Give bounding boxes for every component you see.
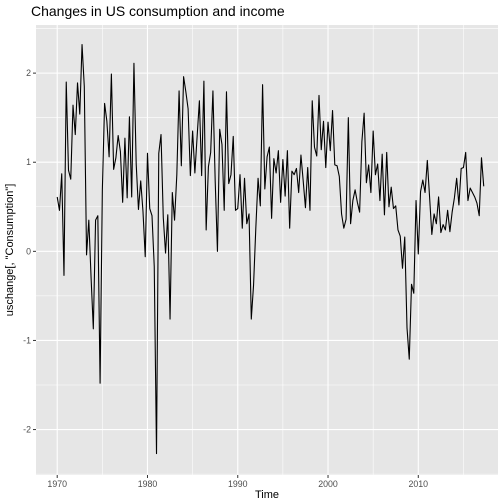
x-axis-title: Time bbox=[255, 489, 279, 501]
x-tick-label: 1980 bbox=[138, 479, 158, 489]
x-tick-label: 1970 bbox=[47, 479, 67, 489]
major-gridlines bbox=[36, 25, 498, 475]
y-tick-label: 1 bbox=[26, 157, 31, 167]
y-tick-label: -1 bbox=[23, 335, 31, 345]
chart-title: Changes in US consumption and income bbox=[31, 3, 285, 19]
y-tick-label: 2 bbox=[26, 68, 31, 78]
plot-panel bbox=[36, 25, 498, 475]
minor-gridlines bbox=[36, 25, 498, 475]
y-tick-label: 0 bbox=[26, 246, 31, 256]
x-tick-label: 1990 bbox=[228, 479, 248, 489]
y-axis-title: uschange[, "Consumption"] bbox=[4, 184, 16, 317]
consumption-series-line bbox=[56, 44, 485, 455]
x-tick-label: 2000 bbox=[318, 479, 338, 489]
y-tick-label: -2 bbox=[23, 425, 31, 435]
x-tick-label: 2010 bbox=[409, 479, 429, 489]
x-axis: 1970 1980 1990 2000 2010 bbox=[47, 475, 428, 489]
y-axis: -2 -1 0 1 2 bbox=[23, 68, 36, 435]
